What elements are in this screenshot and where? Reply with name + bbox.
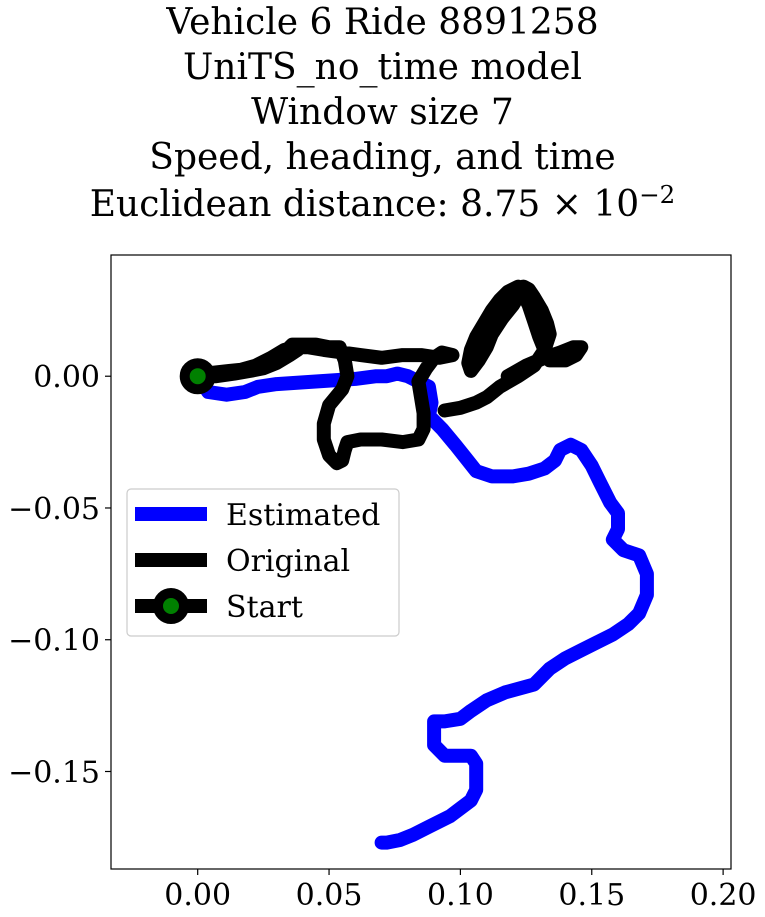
title-line-5-prefix: Euclidean distance: 8.75 [89, 184, 541, 225]
legend: Estimated Original Start [126, 488, 400, 637]
title-line-5: Euclidean distance: 8.75 × 10−2 [0, 182, 765, 227]
y-tick-label: −0.15 [8, 755, 100, 790]
start-point-marker [179, 358, 216, 395]
title-line-3: Window size 7 [251, 92, 514, 133]
ticks-layer: 0.00 0.05 0.10 0.15 0.20 0.00 −0.05 −0.10 −0.15 [8, 360, 756, 913]
series-layer [179, 279, 654, 850]
x-tick-label: 0.10 [427, 878, 494, 913]
legend-start-label: Start [226, 590, 303, 625]
title-base: 10 [593, 184, 640, 225]
y-tick-label: 0.00 [33, 360, 100, 395]
x-tick-label: 0.15 [558, 878, 625, 913]
y-tick-label: −0.10 [8, 624, 100, 659]
x-tick-label: 0.00 [164, 878, 231, 913]
title-exponent: −2 [639, 180, 676, 209]
title-line-1: Vehicle 6 Ride 8891258 [166, 2, 599, 43]
chart-title: Vehicle 6 Ride 8891258 UniTS_no_time mod… [0, 0, 765, 227]
legend-start-marker [153, 588, 189, 624]
title-line-2: UniTS_no_time model [182, 47, 583, 88]
x-tick-label: 0.20 [690, 878, 757, 913]
legend-estimated-label: Estimated [226, 498, 380, 533]
legend-original-label: Original [226, 544, 350, 579]
series-original-line [190, 337, 460, 471]
series-original-line-segment [437, 279, 589, 418]
y-tick-label: −0.05 [8, 492, 100, 527]
title-times-sign: × [551, 184, 582, 225]
title-line-4: Speed, heading, and time [149, 137, 616, 178]
series-estimated-line [190, 366, 654, 850]
x-tick-label: 0.05 [296, 878, 363, 913]
plot-frame [110, 254, 732, 870]
